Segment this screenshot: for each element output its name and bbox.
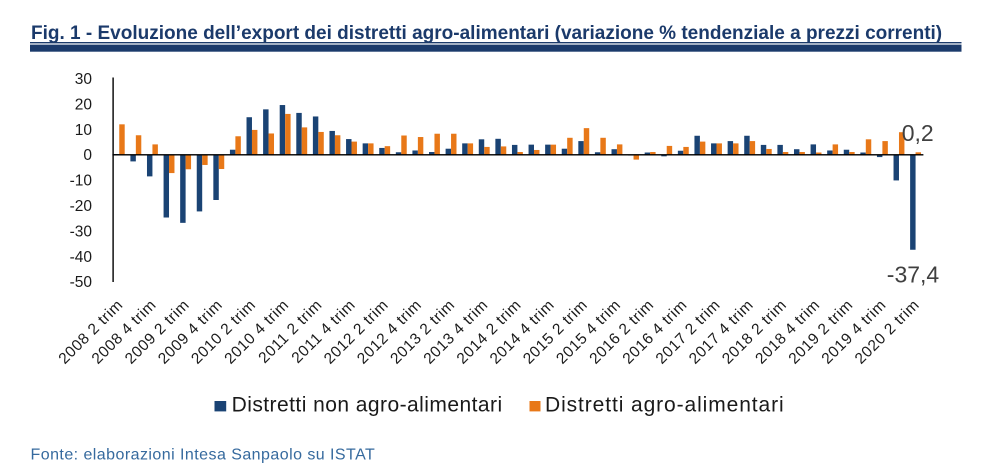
svg-text:-30: -30	[70, 223, 93, 240]
svg-text:Distretti agro-alimentari: Distretti agro-alimentari	[545, 394, 785, 417]
svg-text:-37,4: -37,4	[887, 262, 940, 288]
svg-text:20: 20	[75, 96, 93, 113]
svg-text:0: 0	[83, 147, 92, 164]
svg-text:-50: -50	[70, 274, 93, 291]
svg-text:-10: -10	[70, 173, 93, 190]
svg-text:30: 30	[75, 71, 93, 88]
svg-text:Distretti non agro-alimentari: Distretti non agro-alimentari	[232, 394, 503, 417]
svg-text:-40: -40	[70, 249, 93, 266]
svg-text:Fonte: elaborazioni Intesa San: Fonte: elaborazioni Intesa Sanpaolo su I…	[31, 447, 376, 464]
svg-text:0,2: 0,2	[902, 120, 934, 146]
svg-text:Fig. 1 - Evoluzione dell’expor: Fig. 1 - Evoluzione dell’export dei dist…	[31, 23, 942, 44]
svg-text:10: 10	[75, 122, 93, 139]
svg-text:-20: -20	[70, 198, 93, 215]
